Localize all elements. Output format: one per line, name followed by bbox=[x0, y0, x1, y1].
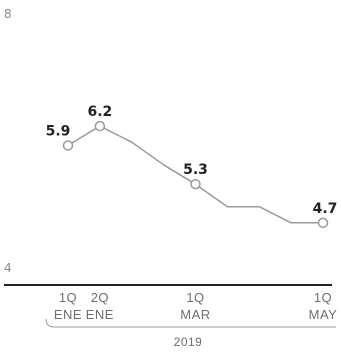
x-tick-layer: 1Q ENE 2Q ENE 1Q MAR 1Q MAY 2019 bbox=[45, 290, 338, 349]
data-point bbox=[62, 140, 74, 151]
x-group-label: 2019 bbox=[174, 335, 203, 349]
x-tick-label: 1Q bbox=[59, 290, 77, 305]
x-tick-label: 1Q bbox=[314, 290, 332, 305]
data-point bbox=[190, 178, 201, 190]
data-label: 4.7 bbox=[313, 201, 338, 217]
y-tick-label: 4 bbox=[4, 261, 12, 275]
data-label-layer: 5.9 6.2 5.3 4.7 bbox=[46, 104, 338, 217]
data-label: 6.2 bbox=[87, 104, 112, 120]
data-point bbox=[94, 120, 106, 132]
marker-layer bbox=[62, 120, 329, 229]
x-tick-label: MAR bbox=[180, 307, 210, 322]
x-tick-label: MAY bbox=[309, 307, 338, 322]
x-tick-label: 2Q bbox=[91, 290, 109, 305]
y-tick-label: 8 bbox=[4, 7, 12, 21]
year-bracket bbox=[45, 318, 336, 328]
x-tick-label: ENE bbox=[86, 307, 114, 322]
x-tick-label: 1Q bbox=[186, 290, 204, 305]
axis-layer: 84 bbox=[4, 7, 332, 286]
data-label: 5.9 bbox=[46, 123, 71, 139]
x-tick-label: ENE bbox=[54, 307, 82, 322]
data-point bbox=[317, 217, 329, 229]
data-label: 5.3 bbox=[183, 162, 208, 178]
